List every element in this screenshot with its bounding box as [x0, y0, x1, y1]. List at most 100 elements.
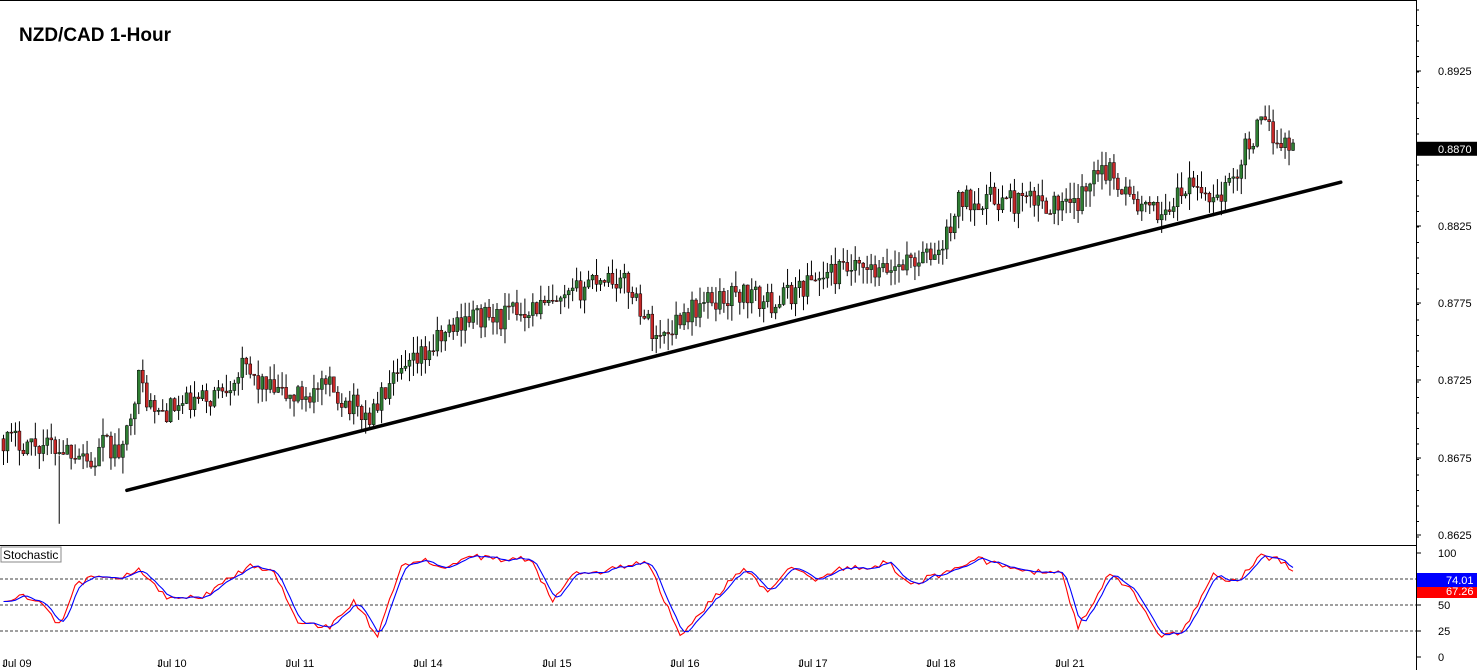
candle-body: [1179, 187, 1184, 197]
candle-body: [483, 306, 487, 328]
candle-body: [1275, 142, 1279, 145]
candle-body: [1112, 162, 1116, 179]
candle-body: [152, 400, 157, 412]
candle-body: [463, 316, 467, 331]
candle-body: [865, 267, 869, 270]
candle-body: [407, 359, 412, 367]
candle-body: [753, 286, 758, 290]
candle-body: [905, 254, 909, 271]
candle-body: [960, 191, 965, 207]
candle-body: [184, 392, 189, 404]
candle-body: [1104, 165, 1108, 181]
candle-body: [964, 189, 969, 207]
candle-body: [156, 410, 161, 412]
candle-body: [97, 447, 101, 467]
candle-body: [431, 350, 436, 352]
candle-body: [531, 302, 535, 316]
candle-body: [89, 460, 93, 468]
candle-body: [125, 425, 129, 445]
candle-body: [662, 332, 666, 336]
candle-body: [220, 387, 225, 392]
candle-body: [523, 314, 527, 318]
candle-body: [1052, 195, 1056, 214]
candle-body: [304, 396, 308, 400]
candle-body: [1124, 186, 1128, 195]
candle-body: [658, 335, 662, 337]
candle-body: [562, 294, 567, 299]
candle-body: [1080, 186, 1084, 211]
candle-body: [539, 299, 543, 315]
candle-body: [618, 277, 623, 289]
candle-body: [109, 435, 113, 459]
candle-body: [320, 378, 324, 390]
candle-body: [558, 297, 563, 302]
candle-body: [499, 309, 503, 330]
candle-body: [487, 306, 491, 318]
candle-body: [77, 455, 81, 460]
candle-body: [37, 446, 42, 454]
candle-body: [1072, 198, 1076, 203]
candle-body: [582, 286, 587, 301]
candle-body: [196, 396, 201, 399]
candle-body: [757, 286, 762, 309]
candle-body: [1223, 182, 1228, 202]
stochastic-main-line: [3, 553, 1294, 639]
candle-body: [797, 280, 802, 288]
candle-body: [503, 305, 507, 330]
candle-body: [1219, 194, 1224, 202]
candle-body: [1068, 198, 1072, 203]
candle-body: [829, 263, 834, 273]
candle-body: [1271, 121, 1275, 144]
candle-body: [773, 306, 778, 314]
candle-body: [1167, 209, 1172, 212]
candle-body: [21, 449, 26, 455]
candle-body: [308, 396, 312, 403]
stochastic-signal-tag: [1417, 585, 1477, 598]
candle-body: [236, 377, 241, 384]
candle-body: [1004, 197, 1009, 200]
candle-body: [1128, 186, 1132, 195]
candle-body: [901, 264, 905, 271]
candle-body: [642, 316, 647, 319]
candle-body: [941, 248, 945, 251]
candle-body: [706, 292, 710, 303]
candle-body: [614, 284, 619, 289]
candle-body: [1251, 145, 1255, 150]
candle-body: [419, 346, 424, 364]
candle-body: [427, 350, 432, 361]
candle-body: [921, 251, 925, 264]
candle-body: [805, 275, 810, 297]
candle-body: [57, 452, 61, 454]
candle-body: [1255, 119, 1259, 147]
candle-body: [845, 262, 850, 272]
candle-body: [976, 203, 981, 211]
candle-body: [459, 317, 463, 331]
candle-body: [554, 300, 559, 302]
candle-body: [228, 390, 233, 394]
candle-body: [272, 379, 276, 393]
candle-body: [240, 357, 245, 378]
candle-body: [630, 292, 635, 298]
candle-body: [980, 208, 985, 211]
candle-body: [519, 314, 523, 316]
candle-body: [813, 279, 818, 282]
candle-body: [666, 332, 670, 335]
stochastic-pane: Stochastic: [0, 546, 1416, 639]
candle-body: [968, 189, 973, 211]
candle-body: [168, 398, 173, 422]
stochastic-main-value: 74.01: [1446, 575, 1474, 587]
candle-body: [833, 263, 838, 285]
candle-body: [948, 226, 953, 234]
candle-body: [105, 434, 109, 437]
candle-body: [1247, 138, 1251, 150]
candle-body: [1175, 187, 1180, 207]
candle-body: [726, 303, 730, 307]
candle-body: [25, 441, 30, 455]
candle-body: [324, 378, 328, 385]
candle-body: [801, 280, 806, 297]
candle-body: [1012, 190, 1017, 214]
candle-body: [1207, 192, 1212, 203]
candle-body: [543, 299, 547, 303]
candle-body: [817, 278, 822, 281]
